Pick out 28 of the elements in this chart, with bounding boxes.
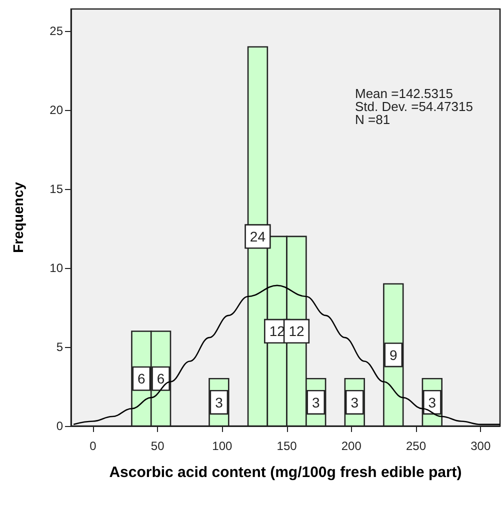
x-tick-label: 250 bbox=[406, 439, 426, 453]
x-tick-label: 0 bbox=[90, 439, 97, 453]
y-tick-label: 25 bbox=[50, 24, 64, 38]
annotation: Mean =142.5315 bbox=[355, 86, 453, 101]
annotation: N =81 bbox=[355, 112, 390, 127]
x-tick-label: 50 bbox=[150, 439, 165, 453]
data-label: 3 bbox=[428, 394, 436, 410]
data-label: 12 bbox=[269, 323, 286, 340]
y-axis-title: Frequency bbox=[10, 182, 26, 253]
data-label: 24 bbox=[250, 228, 266, 244]
data-label: 3 bbox=[215, 394, 224, 410]
x-tick-label: 200 bbox=[341, 439, 362, 453]
x-tick-label: 100 bbox=[212, 439, 233, 453]
y-tick-label: 20 bbox=[50, 103, 64, 118]
data-label: 3 bbox=[312, 394, 320, 410]
data-label: 9 bbox=[390, 346, 398, 363]
y-tick-label: 0 bbox=[56, 419, 64, 433]
x-axis-title: Ascorbic acid content (mg/100g fresh edible part) bbox=[109, 464, 462, 481]
data-label: 3 bbox=[350, 394, 359, 410]
x-tick-label: 300 bbox=[470, 439, 491, 453]
annotation: Std. Dev. =54.47315 bbox=[355, 99, 473, 114]
y-tick-label: 15 bbox=[50, 182, 64, 196]
x-tick-label: 150 bbox=[276, 439, 298, 453]
y-tick-label: 5 bbox=[56, 340, 64, 354]
data-label: 6 bbox=[156, 370, 165, 387]
data-label: 12 bbox=[288, 323, 304, 340]
y-tick-label: 10 bbox=[50, 261, 64, 276]
data-label: 6 bbox=[138, 370, 146, 387]
